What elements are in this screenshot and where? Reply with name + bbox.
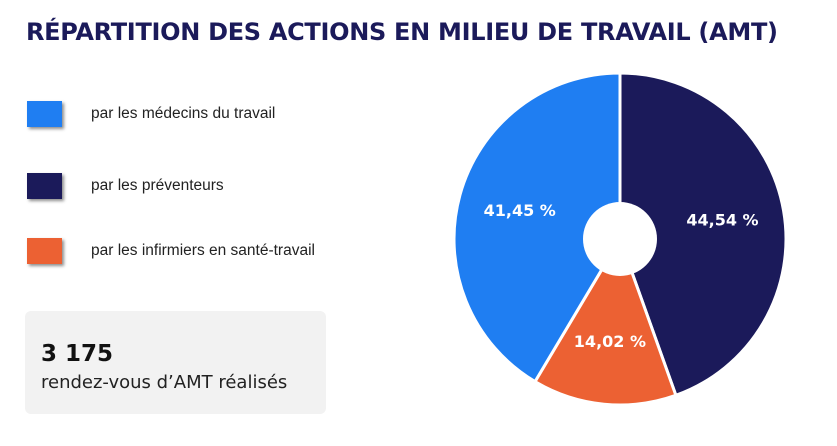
stat-caption: rendez-vous d’AMT réalisés	[41, 372, 288, 393]
pie-slice-medecins	[452, 71, 622, 384]
legend-label-infirmiers: par les infirmiers en santé-travail	[91, 242, 315, 259]
legend-item-medecins: par les médecins du travail	[27, 99, 275, 129]
chart-title: RÉPARTITION DES ACTIONS EN MILIEU DE TRA…	[26, 18, 778, 46]
pie-slice-infirmiers	[532, 235, 678, 407]
slice-label-medecins: 41,45 %	[484, 201, 556, 220]
legend-item-infirmiers: par les infirmiers en santé-travail	[27, 236, 315, 266]
legend-swatch-preventeurs	[27, 173, 62, 199]
slice-label-infirmiers: 14,02 %	[574, 332, 646, 351]
legend-label-medecins: par les médecins du travail	[91, 105, 276, 122]
legend-item-preventeurs: par les préventeurs	[27, 171, 224, 201]
legend-label-preventeurs: par les préventeurs	[91, 177, 224, 194]
donut-hole	[583, 202, 657, 276]
slice-label-preventeurs: 44,54 %	[686, 211, 758, 230]
legend-swatch-medecins	[27, 101, 62, 127]
stat-value: 3 175	[41, 341, 114, 367]
legend-swatch-infirmiers	[27, 238, 62, 264]
pie-slice-preventeurs	[618, 71, 788, 398]
stat-card: 3 175 rendez-vous d’AMT réalisés	[25, 311, 326, 414]
